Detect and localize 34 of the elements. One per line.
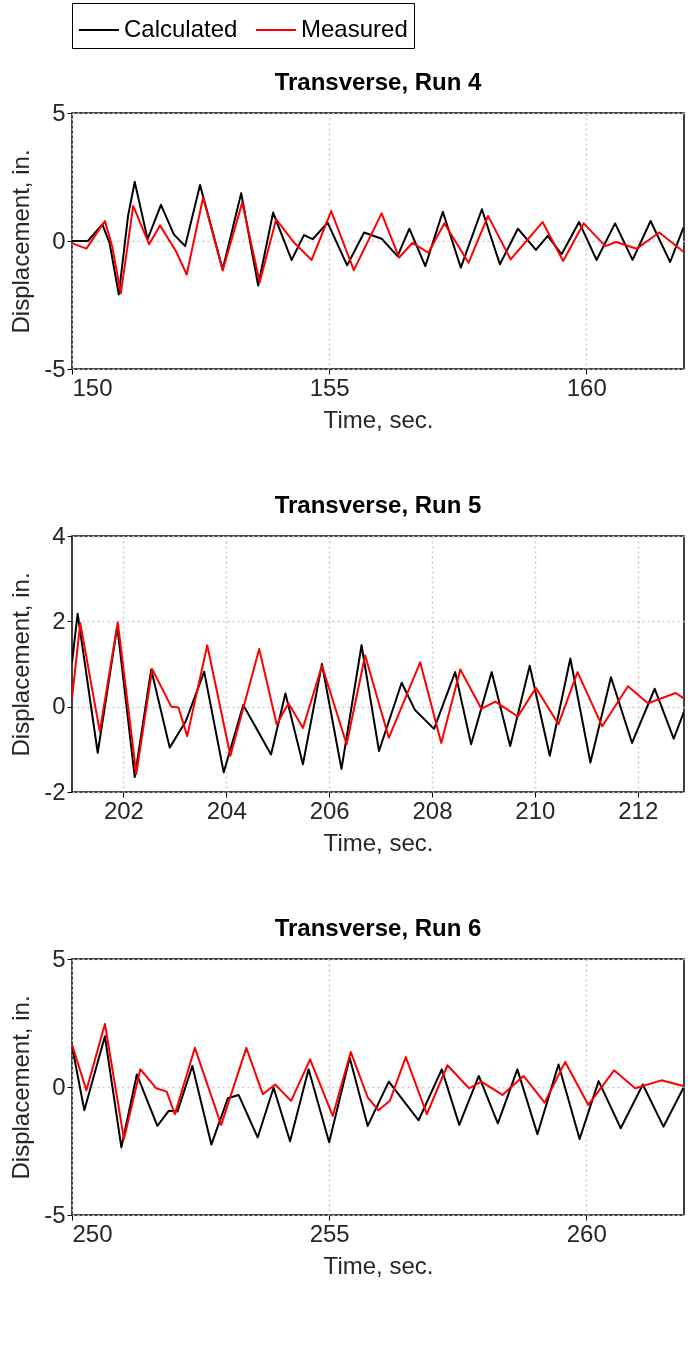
x-axis-title: Time, sec. xyxy=(323,405,434,433)
y-tick-label: 5 xyxy=(52,944,66,972)
y-tick-label: 2 xyxy=(52,606,66,634)
x-tick-label: 204 xyxy=(206,796,247,824)
chart-title: Transverse, Run 6 xyxy=(274,914,482,941)
y-tick-label: -5 xyxy=(44,1200,66,1228)
y-tick-label: 0 xyxy=(52,692,66,720)
line-series xyxy=(72,1023,684,1140)
x-tick-label: 206 xyxy=(309,796,350,824)
x-tick-label: 260 xyxy=(566,1219,607,1247)
y-tick-label: -2 xyxy=(44,777,66,805)
y-axis-title: Displacement, in. xyxy=(7,572,35,757)
x-tick-label: 150 xyxy=(72,373,113,401)
x-tick-label: 155 xyxy=(309,373,350,401)
legend-label: Calculated xyxy=(124,15,238,42)
y-tick-label: 5 xyxy=(52,98,66,126)
x-tick-label: 160 xyxy=(566,373,607,401)
legend-label: Measured xyxy=(301,15,408,42)
x-axis-title: Time, sec. xyxy=(323,828,434,856)
y-axis-title: Displacement, in. xyxy=(7,149,35,334)
y-tick-label: -5 xyxy=(44,354,66,382)
chart-title: Transverse, Run 4 xyxy=(274,68,483,95)
y-axis-title: Displacement, in. xyxy=(7,995,35,1180)
y-tick-label: 0 xyxy=(52,1072,66,1100)
y-tick-label: 0 xyxy=(52,226,66,254)
x-tick-label: 250 xyxy=(72,1219,113,1247)
chart-title: Transverse, Run 5 xyxy=(274,491,482,518)
y-tick-label: 4 xyxy=(52,521,66,549)
x-tick-label: 202 xyxy=(103,796,144,824)
x-axis-title: Time, sec. xyxy=(323,1251,434,1279)
x-tick-label: 210 xyxy=(515,796,556,824)
x-tick-label: 208 xyxy=(412,796,453,824)
x-tick-label: 212 xyxy=(618,796,659,824)
x-tick-label: 255 xyxy=(309,1219,350,1247)
